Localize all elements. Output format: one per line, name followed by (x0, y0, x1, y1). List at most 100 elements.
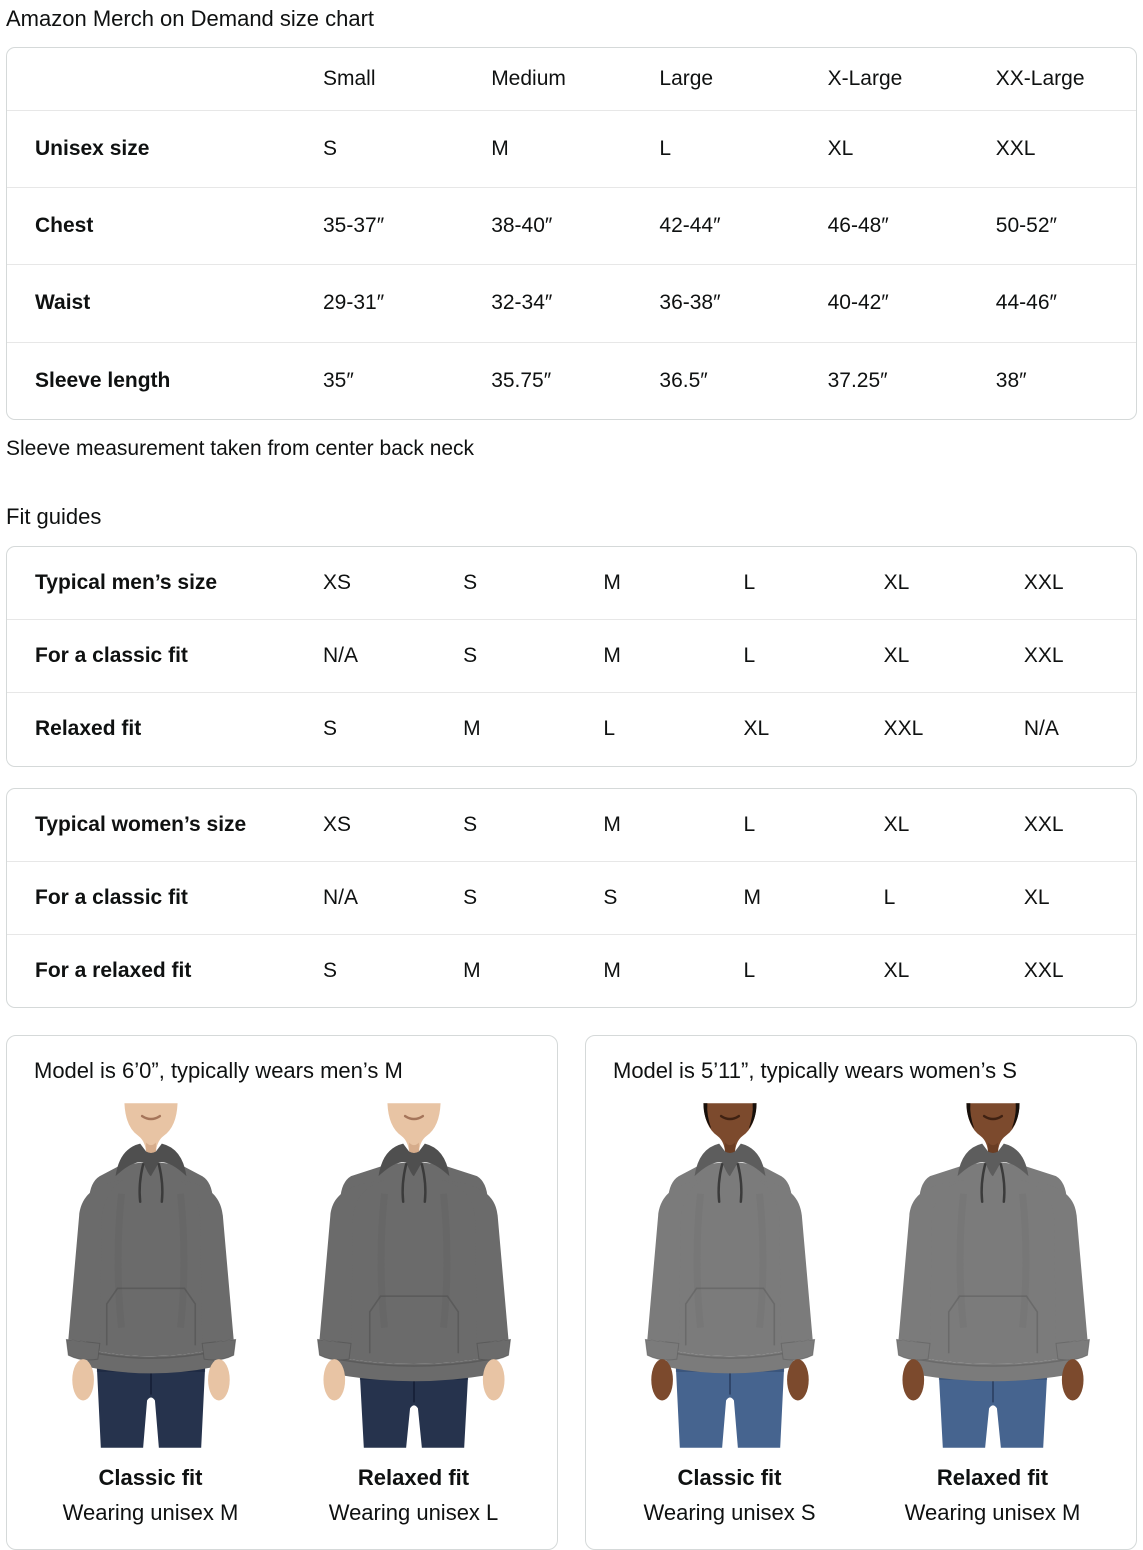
size-chart-table: Small Medium Large X-Large XX-Large Unisex si… (6, 46, 1137, 420)
cell-value: 35″ (323, 368, 354, 392)
fit-label: Relaxed fit (936, 1464, 1049, 1490)
column-header: X-Large (827, 66, 903, 90)
cell-value: M (603, 570, 621, 594)
cell-value: 35-37″ (323, 214, 385, 238)
row-label: Sleeve length (35, 368, 171, 392)
cell-value: S (463, 570, 478, 594)
table-row: Sleeve length 35″ 35.75″ 36.5″ 37.25″ 38″ (7, 341, 1136, 419)
row-label: Typical men’s size (35, 570, 218, 594)
cell-value: 42-44″ (659, 214, 721, 238)
fit-label: Classic fit (98, 1464, 203, 1490)
cell-value: M (491, 136, 509, 160)
cell-value: 37.25″ (827, 368, 888, 392)
cell-value: 36-38″ (659, 291, 721, 315)
cell-value: S (323, 136, 338, 160)
cell-value: L (883, 885, 896, 909)
row-label: Chest (35, 214, 94, 238)
cell-value: 32-34″ (491, 291, 553, 315)
figure-classic-fit: Classic fit Wearing unisex M (19, 1103, 282, 1527)
model-photo-female-relaxed (870, 1103, 1116, 1448)
model-cards: Model is 6’0”, typically wears men’s M C… (6, 1035, 1137, 1550)
table-row: For a classic fit N/A S S M L XL (7, 860, 1136, 934)
cell-value: L (743, 644, 756, 668)
row-label: For a relaxed fit (35, 959, 192, 983)
model-photo-male-classic (28, 1103, 274, 1448)
cell-value: S (323, 717, 338, 741)
table-row: For a relaxed fit S M M L XL XXL (7, 934, 1136, 1007)
row-label: Relaxed fit (35, 717, 142, 741)
cell-value: N/A (323, 885, 359, 909)
cell-value: XXL (1023, 644, 1064, 668)
model-card-men: Model is 6’0”, typically wears men’s M C… (6, 1035, 558, 1550)
model-photo-male-relaxed (291, 1103, 537, 1448)
cell-value: XXL (1023, 812, 1064, 836)
figure-relaxed-fit: Relaxed fit Wearing unisex M (861, 1103, 1124, 1527)
cell-value: XL (743, 717, 770, 741)
cell-value: 35.75″ (491, 368, 552, 392)
header-spacer (7, 61, 295, 97)
table-row: Typical men’s size XS S M L XL XXL (7, 547, 1136, 619)
column-header: XX-Large (995, 66, 1085, 90)
figure-classic-fit: Classic fit Wearing unisex S (598, 1103, 861, 1527)
fit-guides-heading: Fit guides (6, 503, 102, 529)
cell-value: S (463, 812, 478, 836)
column-header: Large (659, 66, 714, 90)
cell-value: M (603, 812, 621, 836)
model-figures: Classic fit Wearing unisex S Relaxed fit… (598, 1103, 1124, 1527)
cell-value: M (603, 959, 621, 983)
wearing-label: Wearing unisex S (643, 1500, 816, 1526)
table-row: For a classic fit N/A S M L XL XXL (7, 619, 1136, 692)
cell-value: XXL (1023, 570, 1064, 594)
cell-value: M (463, 959, 481, 983)
table-row: Typical women’s size XS S M L XL XXL (7, 789, 1136, 861)
table-header-row: Small Medium Large X-Large XX-Large (7, 48, 1136, 110)
page-title: Amazon Merch on Demand size chart (6, 6, 375, 31)
row-label: For a classic fit (35, 644, 188, 668)
cell-value: L (603, 717, 616, 741)
cell-value: N/A (1023, 717, 1059, 741)
cell-value: M (463, 717, 481, 741)
cell-value: L (743, 959, 756, 983)
cell-value: XXL (883, 717, 924, 741)
model-figures: Classic fit Wearing unisex M Relaxed fit… (19, 1103, 545, 1527)
cell-value: M (603, 644, 621, 668)
cell-value: S (603, 885, 618, 909)
cell-value: XS (323, 812, 352, 836)
wearing-label: Wearing unisex M (62, 1500, 239, 1526)
cell-value: M (743, 885, 762, 909)
cell-value: S (463, 885, 478, 909)
fit-label: Classic fit (677, 1464, 782, 1490)
cell-value: XS (323, 570, 352, 594)
column-header: Medium (491, 66, 566, 90)
row-label: Unisex size (35, 136, 150, 160)
sleeve-measurement-note: Sleeve measurement taken from center bac… (6, 436, 475, 460)
cell-value: XL (883, 570, 910, 594)
model-photo-female-classic (607, 1103, 853, 1448)
cell-value: XXL (995, 136, 1036, 160)
cell-value: XL (827, 136, 854, 160)
cell-value: N/A (323, 644, 359, 668)
table-row: Relaxed fit S M L XL XXL N/A (7, 692, 1136, 765)
cell-value: XL (1023, 885, 1050, 909)
size-chart-page: Amazon Merch on Demand size chart Small M… (0, 5, 1143, 1550)
cell-value: 40-42″ (827, 291, 889, 315)
female-classic-hoodie-illustration (644, 1103, 815, 1448)
cell-value: S (463, 644, 478, 668)
cell-value: XXL (1023, 959, 1064, 983)
fit-guide-table-men: Typical men’s size XS S M L XL XXL For a classi… (6, 545, 1137, 767)
male-classic-hoodie-illustration (65, 1103, 236, 1448)
fit-label: Relaxed fit (357, 1464, 470, 1490)
row-label: For a classic fit (35, 885, 188, 909)
figure-relaxed-fit: Relaxed fit Wearing unisex L (282, 1103, 545, 1527)
cell-value: 38-40″ (491, 214, 553, 238)
wearing-label: Wearing unisex L (328, 1500, 499, 1526)
female-relaxed-hoodie-illustration (895, 1103, 1090, 1448)
fit-guide-table-women: Typical women’s size XS S M L XL XXL For a clas… (6, 787, 1137, 1009)
cell-value: L (659, 136, 672, 160)
cell-value: 46-48″ (827, 214, 889, 238)
cell-value: 29-31″ (323, 291, 385, 315)
cell-value: 36.5″ (659, 368, 708, 392)
cell-value: XL (883, 959, 910, 983)
cell-value: XL (883, 644, 910, 668)
cell-value: S (323, 959, 338, 983)
